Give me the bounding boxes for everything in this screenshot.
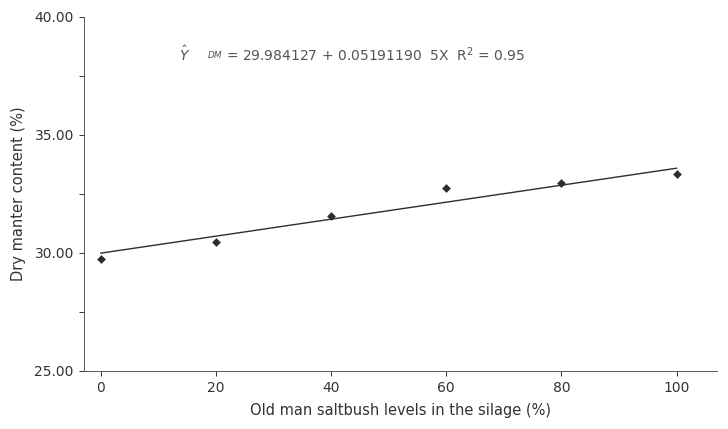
- X-axis label: Old man saltbush levels in the silage (%): Old man saltbush levels in the silage (%…: [250, 403, 550, 418]
- Text: $\hat{Y}$: $\hat{Y}$: [178, 45, 190, 64]
- Text: $_{DM}$: $_{DM}$: [207, 48, 223, 61]
- Point: [325, 213, 337, 220]
- Y-axis label: Dry manter content (%): Dry manter content (%): [11, 106, 26, 281]
- Text: = 29.984127 + 0.05191190  5X  R$^{2}$ = 0.95: = 29.984127 + 0.05191190 5X R$^{2}$ = 0.…: [226, 45, 525, 63]
- Point: [440, 184, 452, 191]
- Point: [210, 239, 222, 245]
- Point: [555, 180, 567, 187]
- Point: [670, 170, 682, 177]
- Point: [95, 255, 106, 262]
